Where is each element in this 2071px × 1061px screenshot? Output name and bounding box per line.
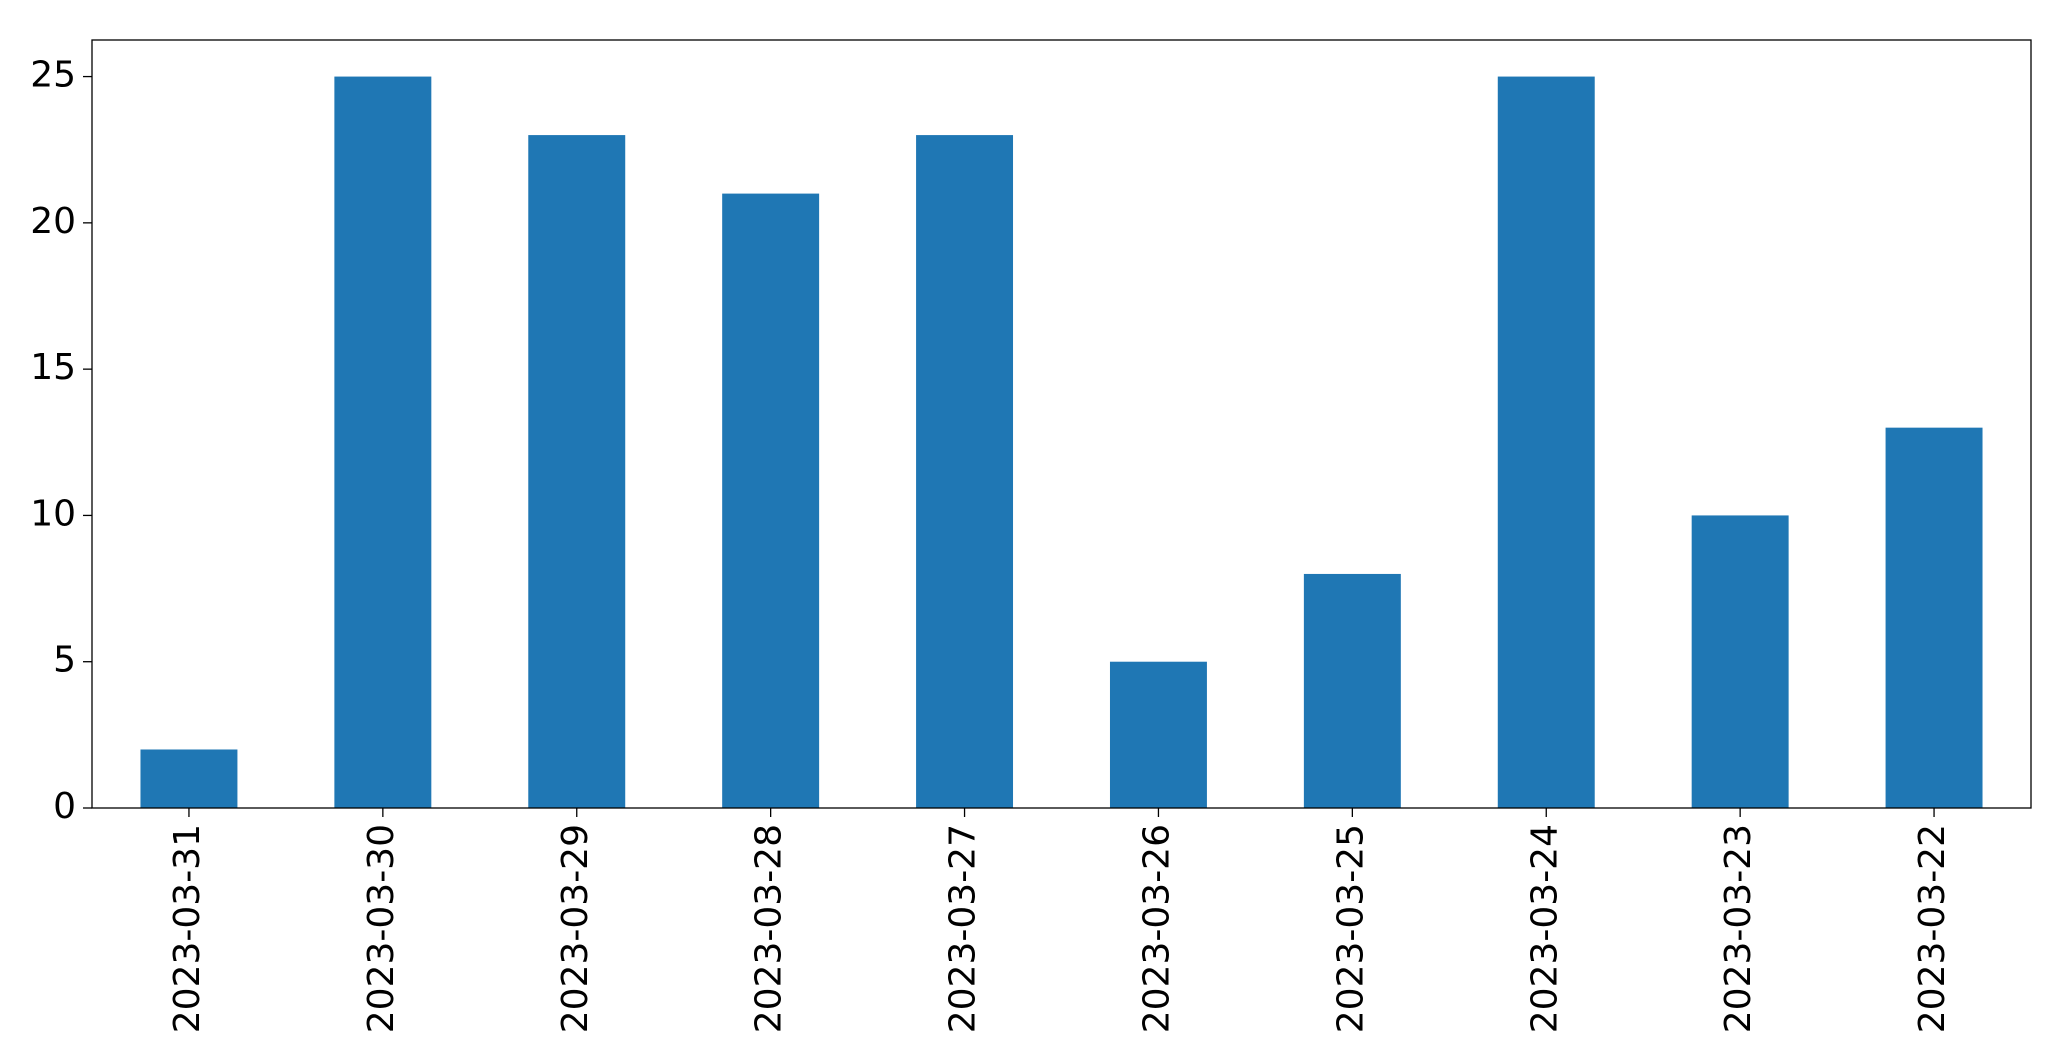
x-tick-label: 2023-03-26 [1136,824,1177,1033]
plot-frame [91,39,2032,809]
x-tick-label: 2023-03-23 [1718,824,1759,1033]
x-tick-label: 2023-03-28 [749,824,790,1033]
bar [1691,515,1789,808]
y-tick-label: 0 [53,786,76,827]
x-tick-label: 2023-03-25 [1330,824,1371,1033]
x-tick-label: 2023-03-29 [555,824,596,1033]
bar [1885,427,1983,808]
x-tick-label: 2023-03-30 [361,824,402,1033]
y-tick-label: 5 [53,640,76,681]
y-tick-label: 20 [30,201,76,242]
y-tick-label: 15 [30,347,76,388]
y-tick-label: 25 [30,55,76,96]
bar [334,76,432,809]
bar [1497,76,1595,809]
y-tick-label: 10 [30,493,76,534]
x-tick-label: 2023-03-22 [1912,824,1953,1033]
x-tick-label: 2023-03-24 [1524,824,1565,1033]
bar [528,135,626,809]
bar [916,135,1014,809]
x-tick-label: 2023-03-31 [167,824,208,1033]
bar [1109,661,1207,808]
bar [722,193,820,809]
bar [140,749,238,808]
x-tick-label: 2023-03-27 [943,824,984,1033]
bar [1303,573,1401,808]
